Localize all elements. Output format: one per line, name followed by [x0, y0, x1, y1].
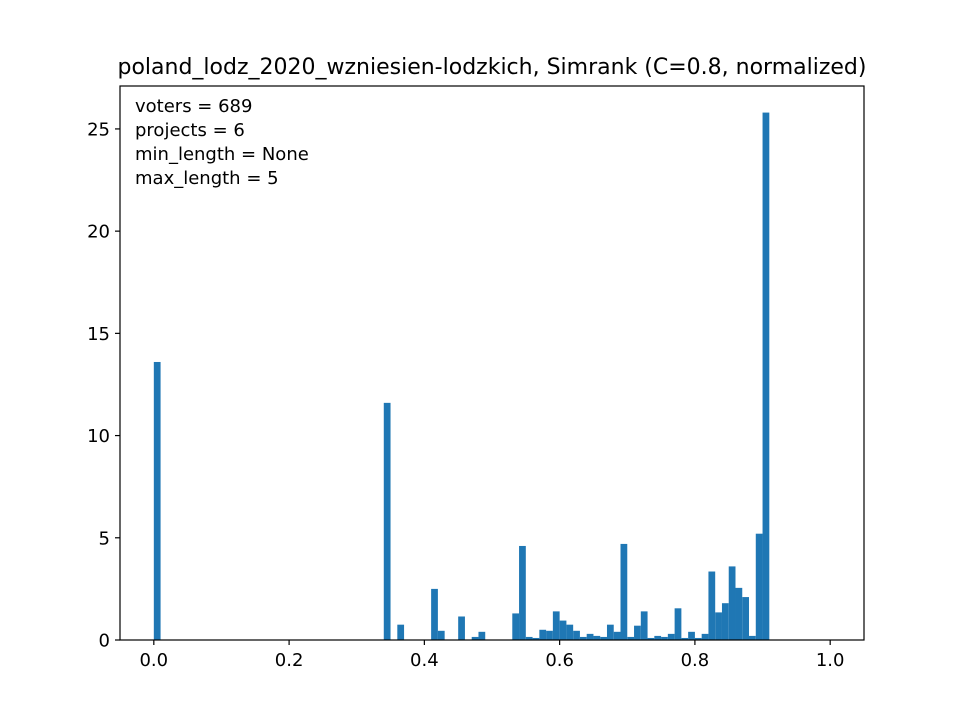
histogram-bar [661, 636, 668, 640]
histogram-bar [573, 630, 580, 640]
histogram-bar [742, 597, 750, 640]
histogram-bar [566, 624, 574, 640]
histogram-bar [613, 631, 621, 640]
histogram-bar [721, 603, 729, 640]
y-tick-label: 0 [99, 631, 110, 652]
chart-title: poland_lodz_2020_wzniesien-lodzkich, Sim… [118, 55, 867, 80]
y-tick-label: 25 [87, 119, 110, 140]
y-tick-label: 5 [99, 528, 110, 549]
x-tick-label: 0.4 [410, 650, 439, 671]
histogram-bar [383, 402, 391, 640]
histogram-bar [437, 630, 445, 640]
histogram-bar [634, 625, 641, 640]
histogram-bar [654, 635, 662, 640]
histogram-bar [715, 612, 722, 640]
y-tick-label: 15 [87, 324, 110, 345]
histogram-bar [471, 636, 479, 640]
histogram-bar [674, 608, 682, 640]
histogram-bars [153, 112, 770, 640]
histogram-bar [708, 571, 716, 640]
histogram-bar [478, 631, 486, 640]
histogram-bar [532, 637, 540, 640]
histogram-bar [559, 620, 567, 640]
annotation-line: max_length = 5 [135, 168, 279, 189]
histogram-bar [755, 533, 763, 640]
histogram-bar [762, 112, 770, 640]
histogram-bar [667, 633, 675, 640]
histogram-bar [512, 613, 520, 640]
histogram-bar [735, 587, 743, 640]
x-tick-label: 0.6 [545, 650, 574, 671]
annotation-line: projects = 6 [135, 120, 245, 141]
histogram-bar [701, 633, 709, 640]
histogram-bar [627, 636, 635, 640]
x-tick-label: 0.0 [139, 650, 168, 671]
y-tick-label: 20 [87, 222, 110, 243]
histogram-bar [728, 566, 736, 640]
annotation-line: min_length = None [135, 144, 309, 165]
histogram-bar [640, 611, 648, 640]
histogram-bar [593, 635, 601, 640]
plot-area-frame [119, 85, 865, 641]
x-axis: 0.0 0.2 0.4 0.6 0.8 1.0 [139, 640, 845, 671]
histogram-bar [694, 637, 702, 640]
histogram-bar [552, 611, 560, 640]
x-tick-label: 0.8 [681, 650, 710, 671]
histogram-bar [600, 636, 607, 640]
histogram-bar [525, 636, 533, 640]
histogram-bar [539, 629, 547, 640]
histogram-bar [586, 633, 594, 640]
histogram-bar [749, 635, 756, 640]
histogram-bar [579, 636, 587, 640]
y-axis: 0 5 10 15 20 25 [87, 119, 120, 652]
annotation-box: voters = 689 projects = 6 min_length = Non… [135, 96, 309, 189]
annotation-line: voters = 689 [135, 96, 252, 117]
histogram-bar [546, 630, 553, 640]
histogram-bar [397, 624, 405, 640]
histogram-bar [647, 637, 655, 640]
x-tick-label: 1.0 [816, 650, 845, 671]
histogram-bar [620, 543, 628, 640]
y-tick-label: 10 [87, 426, 110, 447]
x-tick-label: 0.2 [275, 650, 304, 671]
histogram-bar [681, 637, 689, 640]
histogram-bar [458, 616, 465, 640]
histogram-bar [688, 631, 695, 640]
histogram-bar [153, 361, 161, 640]
histogram-bar [606, 624, 614, 640]
histogram-bar [519, 545, 526, 640]
histogram-bar [431, 588, 438, 640]
